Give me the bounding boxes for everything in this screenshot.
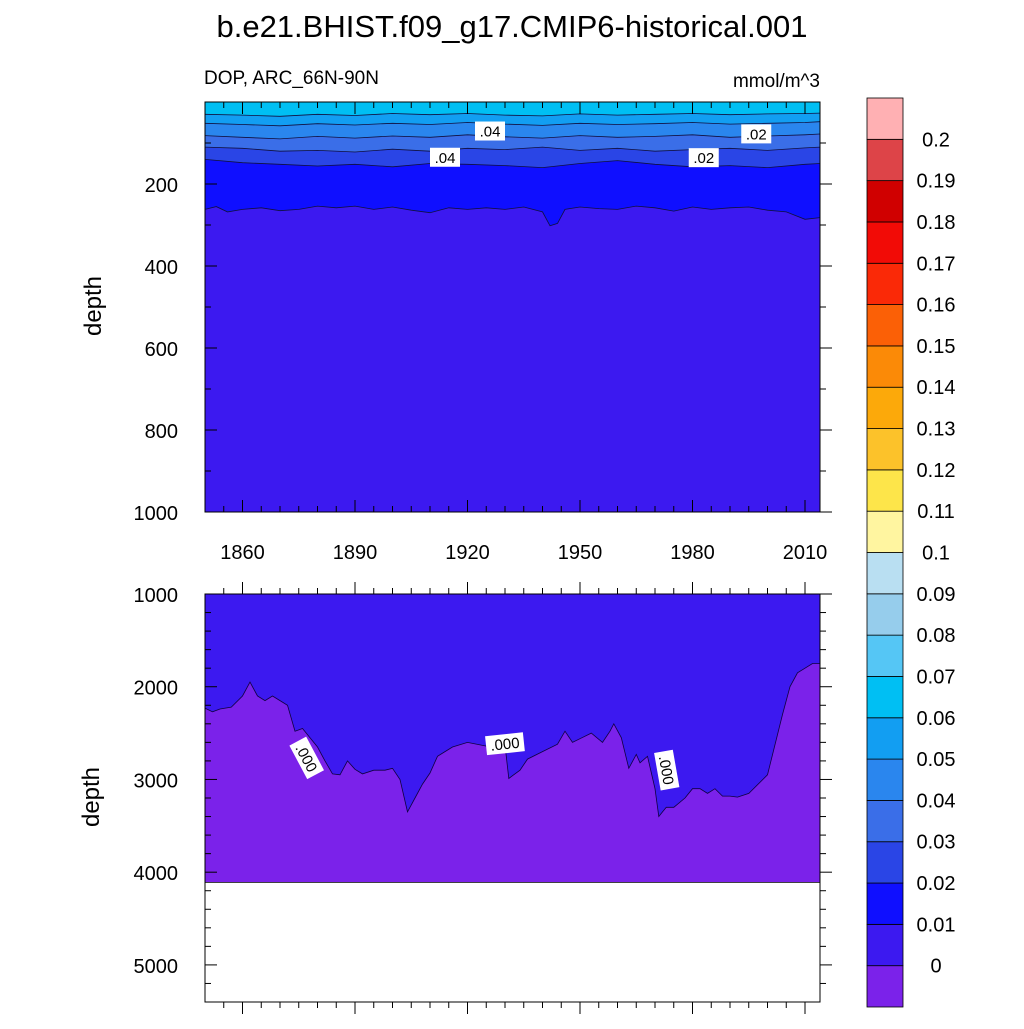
contour-label-upper: .02 <box>688 148 719 168</box>
colorbar-box <box>866 965 904 1008</box>
x-tick-label: 1860 <box>220 542 265 564</box>
contour-line-0.01 <box>204 205 821 227</box>
colorbar-box <box>866 428 904 471</box>
colorbar-label: 0.14 <box>917 377 956 399</box>
contour-label-box <box>688 148 719 168</box>
contour-label-box <box>475 121 505 141</box>
contour-label-lower: .000 <box>654 749 680 791</box>
lower-ytick-label: 2000 <box>134 678 179 700</box>
colorbar-box <box>866 180 904 223</box>
contour-label-text: .000 <box>490 735 521 755</box>
colorbar-label: 0.2 <box>922 129 950 151</box>
colorbar-box <box>866 304 904 347</box>
colorbar-box <box>866 345 904 388</box>
upper-ytick-label: 600 <box>145 339 178 361</box>
colorbar-box <box>866 510 904 553</box>
colorbar-label: 0.15 <box>917 336 956 358</box>
units-label: mmol/m^3 <box>733 71 820 92</box>
colorbar-label: 0.06 <box>917 708 956 730</box>
colorbar-box <box>866 138 904 182</box>
colorbar-label: 0.18 <box>917 212 956 234</box>
x-tick-label: 1980 <box>670 542 715 564</box>
colorbar-label: 0.04 <box>917 790 956 812</box>
lower-ytick-label: 5000 <box>134 956 179 978</box>
contour-label-text: .04 <box>480 124 501 141</box>
contour-label-box <box>654 749 680 791</box>
contour-label-box <box>741 124 772 144</box>
colorbar-label: 0.02 <box>917 873 956 895</box>
contour-label-text: .02 <box>746 126 767 143</box>
colorbar-label: 0.1 <box>922 543 950 565</box>
colorbar-label: 0 <box>930 956 941 978</box>
colorbar-box <box>866 882 904 925</box>
colorbar-label: 0.12 <box>917 460 956 482</box>
contour-label-text: .04 <box>435 150 456 167</box>
upper-ytick-label: 400 <box>145 257 178 279</box>
contour-label-box <box>289 736 324 780</box>
colorbar-label: 0.17 <box>917 253 956 275</box>
upper-ytick-label: 800 <box>145 421 178 443</box>
contour-label-lower: .000 <box>485 732 525 756</box>
colorbar-box <box>866 800 904 843</box>
colorbar: 0 0.01 0.02 0.03 0.04 0.05 0.06 0.07 0.08 0.09 0.1… <box>866 97 956 1008</box>
lower-ytick-label: 3000 <box>134 770 179 792</box>
colorbar-label: 0.08 <box>917 625 956 647</box>
contour-fill-0.01 <box>205 206 820 512</box>
chart-title: b.e21.BHIST.f09_g17.CMIP6-historical.001 <box>216 9 807 44</box>
colorbar-box <box>866 221 904 264</box>
contour-line-0.06 <box>204 112 821 117</box>
colorbar-box <box>866 97 904 140</box>
x-tick-label: 1950 <box>558 542 603 564</box>
contour-line-0.04 <box>204 133 821 140</box>
zero-contour-line <box>204 663 820 818</box>
x-tick-label: 2010 <box>783 542 828 564</box>
contour-label-text: .02 <box>693 150 714 167</box>
lower-ytick-label: 1000 <box>134 585 179 607</box>
contour-label-box <box>430 147 460 167</box>
upper-ytick-label: 200 <box>145 175 178 197</box>
upper-ytick-label: 1000 <box>134 503 179 525</box>
lower-ytick-label: 4000 <box>134 863 179 885</box>
upper-y-axis-label: depth <box>80 276 107 336</box>
colorbar-box <box>866 593 904 636</box>
contour-label-text: .000 <box>655 754 677 786</box>
x-axis-ticks: 1860 1890 1920 1950 1980 2010 <box>220 102 827 1014</box>
colorbar-box <box>866 386 904 429</box>
contour-label-upper: .02 <box>741 124 772 144</box>
variable-region-label: DOP, ARC_66N-90N <box>204 68 379 89</box>
contour-line-0.02 <box>204 159 821 169</box>
colorbar-box <box>866 676 904 719</box>
lower-zero-fill <box>205 663 820 883</box>
colorbar-label: 0.19 <box>917 171 956 193</box>
x-tick-label: 1890 <box>333 542 378 564</box>
colorbar-label: 0.05 <box>917 749 956 771</box>
colorbar-box <box>866 262 904 305</box>
colorbar-box <box>866 552 904 595</box>
contour-label-upper: .04 <box>430 147 460 167</box>
x-tick-label: 1920 <box>445 542 490 564</box>
colorbar-label: 0.13 <box>917 419 956 441</box>
colorbar-box <box>866 634 904 677</box>
colorbar-box <box>866 923 904 967</box>
colorbar-label: 0.01 <box>917 914 956 936</box>
contour-line-0.03 <box>204 146 821 153</box>
colorbar-label: 0.07 <box>917 666 956 688</box>
upper-panel: .04 .02 .04 .02 200 400 600 800 1000 <box>134 101 832 525</box>
contour-label-box <box>485 732 525 756</box>
contour-line-0.05 <box>204 121 821 127</box>
colorbar-box <box>866 758 904 801</box>
colorbar-box <box>866 469 904 512</box>
lower-y-axis-label: depth <box>78 767 105 827</box>
colorbar-box <box>866 717 904 760</box>
contour-label-upper: .04 <box>475 121 505 141</box>
colorbar-label: 0.16 <box>917 295 956 317</box>
colorbar-label: 0.09 <box>917 584 956 606</box>
colorbar-box <box>866 841 904 884</box>
colorbar-label: 0.03 <box>917 832 956 854</box>
colorbar-label: 0.11 <box>917 501 954 523</box>
